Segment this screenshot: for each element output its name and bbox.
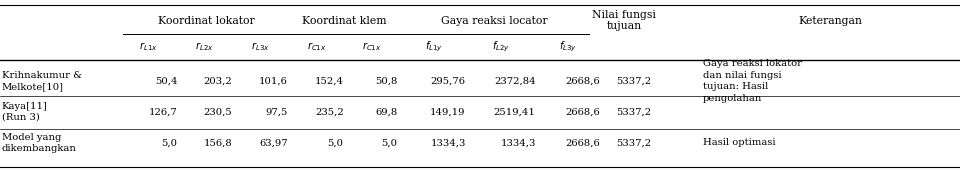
Text: Gaya reaksi lokator
dan nilai fungsi
tujuan: Hasil
pengolahan: Gaya reaksi lokator dan nilai fungsi tuj… xyxy=(703,59,802,103)
Text: 156,8: 156,8 xyxy=(204,138,232,147)
Text: 5337,2: 5337,2 xyxy=(615,138,651,147)
Text: $f_{L1y}$: $f_{L1y}$ xyxy=(425,39,443,54)
Text: Krihnakumur &
Melkote[10]: Krihnakumur & Melkote[10] xyxy=(2,71,82,91)
Text: 5,0: 5,0 xyxy=(381,138,397,147)
Text: Kaya[11]
(Run 3): Kaya[11] (Run 3) xyxy=(2,102,48,122)
Text: 295,76: 295,76 xyxy=(431,76,466,85)
Text: 5,0: 5,0 xyxy=(161,138,178,147)
Text: Gaya reaksi locator: Gaya reaksi locator xyxy=(441,16,548,26)
Text: $r_{L3x}$: $r_{L3x}$ xyxy=(251,40,270,53)
Text: Keterangan: Keterangan xyxy=(799,16,862,26)
Text: Nilai fungsi
tujuan: Nilai fungsi tujuan xyxy=(592,10,656,31)
Text: $f_{L3y}$: $f_{L3y}$ xyxy=(560,39,577,54)
Text: 2668,6: 2668,6 xyxy=(565,76,600,85)
Text: $r_{L1x}$: $r_{L1x}$ xyxy=(139,40,158,53)
Text: 2519,41: 2519,41 xyxy=(493,107,536,116)
Text: $r_{C1x}$: $r_{C1x}$ xyxy=(362,40,381,53)
Text: 1334,3: 1334,3 xyxy=(430,138,466,147)
Text: 126,7: 126,7 xyxy=(149,107,178,116)
Text: 97,5: 97,5 xyxy=(266,107,288,116)
Text: 50,8: 50,8 xyxy=(375,76,397,85)
Text: 69,8: 69,8 xyxy=(375,107,397,116)
Text: 5337,2: 5337,2 xyxy=(615,76,651,85)
Text: 152,4: 152,4 xyxy=(315,76,344,85)
Text: 5,0: 5,0 xyxy=(327,138,344,147)
Text: $r_{C1x}$: $r_{C1x}$ xyxy=(307,40,326,53)
Text: $r_{L2x}$: $r_{L2x}$ xyxy=(195,40,214,53)
Text: 101,6: 101,6 xyxy=(259,76,288,85)
Text: 235,2: 235,2 xyxy=(315,107,344,116)
Text: 5337,2: 5337,2 xyxy=(615,107,651,116)
Text: 2668,6: 2668,6 xyxy=(565,138,600,147)
Text: 230,5: 230,5 xyxy=(204,107,232,116)
Text: $f_{L2y}$: $f_{L2y}$ xyxy=(492,39,510,54)
Text: 2668,6: 2668,6 xyxy=(565,107,600,116)
Text: 1334,3: 1334,3 xyxy=(500,138,536,147)
Text: 203,2: 203,2 xyxy=(204,76,232,85)
Text: Model yang
dikembangkan: Model yang dikembangkan xyxy=(2,133,77,153)
Text: Hasil optimasi: Hasil optimasi xyxy=(703,138,776,147)
Text: 63,97: 63,97 xyxy=(259,138,288,147)
Text: 2372,84: 2372,84 xyxy=(494,76,536,85)
Text: 149,19: 149,19 xyxy=(430,107,466,116)
Text: Koordinat klem: Koordinat klem xyxy=(302,16,387,26)
Text: 50,4: 50,4 xyxy=(156,76,178,85)
Text: Koordinat lokator: Koordinat lokator xyxy=(158,16,254,26)
